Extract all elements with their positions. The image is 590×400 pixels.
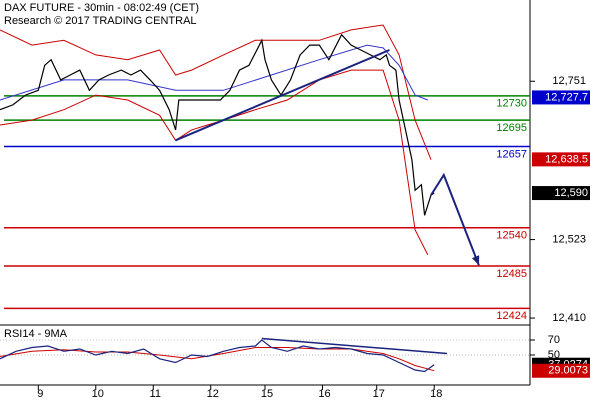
chart-subtitle: Research © 2017 TRADING CENTRAL <box>4 15 197 27</box>
value-box-label: 29.0073 <box>548 365 588 377</box>
value-box <box>532 90 590 105</box>
value-box-label: 12,590 <box>554 187 588 199</box>
series-line <box>0 339 435 373</box>
value-box <box>532 186 590 201</box>
x-tick-label: 15 <box>261 388 273 400</box>
y-tick-label: 12,410 <box>552 312 586 324</box>
forecast-arrow <box>430 172 480 266</box>
x-tick-label: 12 <box>207 388 219 400</box>
y-tick-label: 12,751 <box>552 75 586 87</box>
y-tick-label: 70 <box>548 334 560 346</box>
value-box-label: 12,638.5 <box>545 153 588 165</box>
x-tick-label: 17 <box>373 388 385 400</box>
x-tick-label: 9 <box>37 388 43 400</box>
series-line <box>0 347 435 372</box>
y-tick-label: 12,523 <box>552 233 586 245</box>
rsi-title: RSI14 - 9MA <box>4 328 68 340</box>
level-label: 12540 <box>496 230 527 242</box>
arrow-head <box>471 255 480 266</box>
level-label: 12424 <box>496 310 527 322</box>
x-tick-label: 10 <box>92 388 104 400</box>
series-line <box>0 33 435 216</box>
chart-title: DAX FUTURE - 30min - 08:02:49 (CET) <box>4 2 199 14</box>
value-box-label: 12,727.7 <box>545 91 588 103</box>
level-label: 12485 <box>496 268 527 280</box>
series-line <box>0 24 432 160</box>
level-label: 12695 <box>496 122 527 134</box>
x-tick-label: 11 <box>150 388 161 400</box>
x-tick-label: 18 <box>430 388 442 400</box>
value-box <box>532 152 590 167</box>
level-label: 12657 <box>496 148 527 160</box>
rsi-trendline <box>261 337 448 355</box>
x-tick-label: 16 <box>318 388 330 400</box>
trendline <box>175 49 390 142</box>
value-box <box>532 363 590 378</box>
level-label: 12730 <box>496 98 527 110</box>
